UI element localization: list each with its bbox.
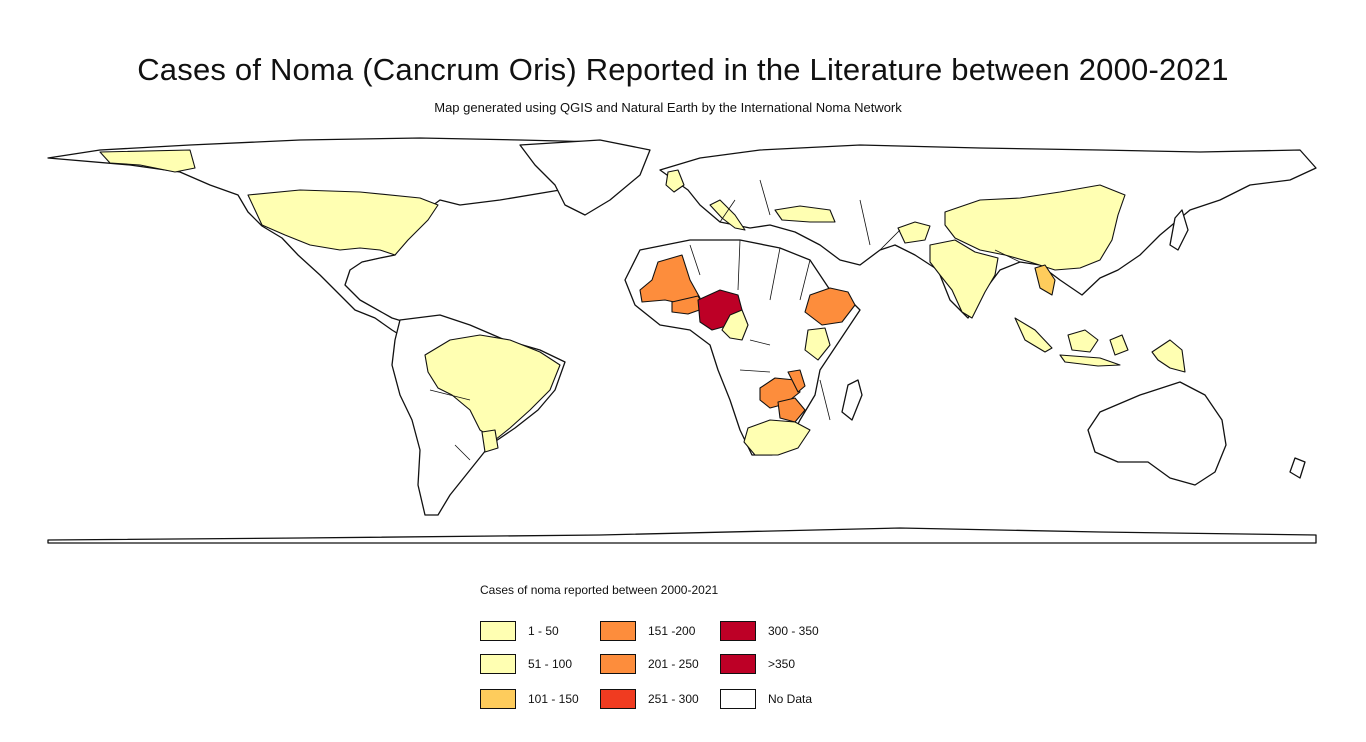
legend-swatch (600, 654, 636, 674)
legend-label: 251 - 300 (648, 692, 699, 706)
country-turkey[interactable] (774, 205, 836, 223)
world-map (0, 130, 1366, 550)
country-afghanistan[interactable] (897, 221, 931, 244)
legend-swatch (720, 689, 756, 709)
country-kenya[interactable] (804, 327, 831, 361)
legend-swatch (720, 621, 756, 641)
country-united-kingdom[interactable] (665, 169, 685, 193)
legend-label: 201 - 250 (648, 657, 699, 671)
country-south-africa[interactable] (743, 419, 811, 456)
legend-label: 151 -200 (648, 624, 696, 638)
country-malawi[interactable] (787, 369, 806, 393)
legend-label: >350 (768, 657, 796, 671)
legend: Cases of noma reported between 2000-2021… (480, 583, 880, 723)
legend-swatch (480, 654, 516, 674)
country-laos[interactable] (1034, 264, 1056, 296)
country-india[interactable] (929, 239, 999, 319)
legend-label: No Data (768, 692, 813, 706)
country-indonesia-east[interactable] (1109, 334, 1129, 356)
country-zambia[interactable] (759, 377, 801, 409)
country-alaska[interactable] (99, 149, 196, 173)
country-indonesia-borneo[interactable] (1067, 329, 1099, 353)
legend-title: Cases of noma reported between 2000-2021 (480, 583, 719, 597)
country-indonesia-java[interactable] (1059, 354, 1121, 367)
legend-swatch (600, 621, 636, 641)
country-burkina-faso[interactable] (671, 295, 706, 315)
country-ethiopia[interactable] (804, 287, 856, 326)
country-borders (361, 179, 1021, 461)
country-papua-new-guinea[interactable] (1151, 339, 1186, 373)
country-italy[interactable] (709, 199, 746, 231)
country-cameroon[interactable] (721, 309, 749, 341)
country-indonesia-sumatra[interactable] (1014, 317, 1053, 353)
new-zealand-landmass (1289, 457, 1306, 479)
madagascar-landmass (841, 379, 863, 421)
country-zimbabwe[interactable] (777, 397, 806, 423)
country-uruguay[interactable] (481, 429, 499, 453)
map-subtitle: Map generated using QGIS and Natural Ear… (434, 100, 902, 115)
japan-landmass (1169, 209, 1189, 251)
greenland-landmass (519, 139, 651, 216)
legend-swatch (720, 654, 756, 674)
country-brazil[interactable] (424, 334, 561, 441)
country-united-states[interactable] (247, 189, 439, 256)
legend-swatch (600, 689, 636, 709)
legend-label: 101 - 150 (528, 692, 579, 706)
legend-swatch (480, 621, 516, 641)
legend-label: 51 - 100 (528, 657, 573, 671)
legend-swatch (480, 689, 516, 709)
legend-label: 300 - 350 (768, 624, 819, 638)
antarctica-landmass (47, 527, 1317, 544)
map-title: Cases of Noma (Cancrum Oris) Reported in… (137, 52, 1229, 87)
country-china[interactable] (944, 184, 1126, 271)
legend-label: 1 - 50 (528, 624, 559, 638)
australia-landmass (1087, 381, 1227, 486)
